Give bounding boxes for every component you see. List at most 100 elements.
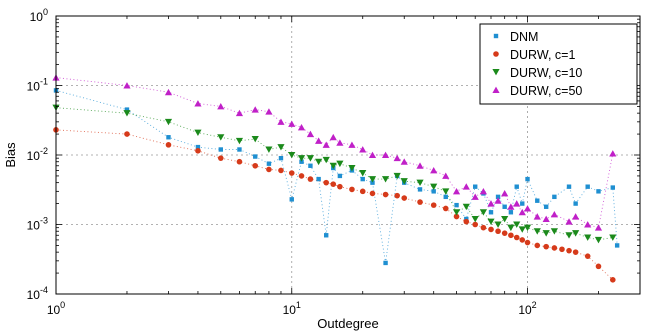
legend-box	[479, 23, 638, 105]
data-point	[609, 277, 616, 283]
data-point	[430, 167, 438, 174]
data-point	[348, 141, 356, 148]
y-axis-label: Bias	[3, 142, 18, 168]
data-point	[442, 205, 449, 212]
data-point	[252, 162, 259, 169]
data-point	[278, 155, 284, 161]
data-point	[543, 243, 549, 250]
data-point	[565, 232, 573, 239]
y-tick-label: 10-4	[27, 285, 48, 302]
data-point	[566, 184, 572, 189]
data-point	[454, 202, 459, 208]
data-point	[508, 210, 514, 215]
data-point	[235, 109, 244, 117]
data-point	[452, 209, 461, 216]
data-point	[289, 197, 294, 202]
data-point	[584, 221, 592, 228]
data-point	[514, 184, 519, 189]
data-point	[507, 203, 515, 210]
data-point	[519, 237, 526, 243]
data-point	[253, 154, 258, 159]
data-point	[501, 230, 508, 236]
data-point	[513, 234, 520, 241]
data-point	[297, 123, 306, 131]
data-point	[265, 146, 273, 153]
data-point	[609, 234, 617, 241]
data-point	[523, 224, 532, 232]
data-point	[236, 158, 243, 165]
data-point	[501, 215, 509, 223]
data-point	[288, 170, 295, 176]
data-point	[359, 188, 366, 195]
data-point	[370, 180, 375, 185]
data-point	[217, 103, 225, 110]
y-tick-label: 100	[30, 7, 48, 24]
data-point	[462, 183, 470, 190]
data-point	[479, 209, 488, 216]
data-point	[382, 191, 389, 198]
data-point	[166, 135, 171, 140]
data-marks	[52, 74, 620, 283]
data-point	[324, 233, 329, 238]
data-point	[523, 205, 532, 212]
data-point	[551, 245, 558, 251]
data-point	[164, 88, 173, 96]
axis-ticks: 100 101 102 10-4 10-3 10-2 10-1 100	[27, 7, 641, 317]
series-line-0	[55, 89, 618, 263]
data-point	[164, 118, 173, 126]
y-tick-label: 10-1	[27, 77, 48, 94]
data-point	[124, 107, 130, 112]
data-point	[251, 106, 259, 113]
data-point	[585, 184, 590, 189]
x-tick-label: 100	[47, 300, 65, 317]
data-point	[218, 147, 223, 152]
data-point	[369, 190, 376, 197]
data-point	[306, 155, 315, 162]
data-point	[610, 185, 615, 190]
data-point	[124, 131, 130, 137]
y-tick-label: 10-3	[27, 216, 48, 233]
data-point	[235, 137, 244, 145]
data-point	[237, 147, 242, 152]
data-point	[394, 192, 400, 199]
data-point	[349, 186, 355, 193]
data-point	[595, 263, 602, 270]
data-point	[508, 232, 514, 239]
data-point	[306, 130, 315, 138]
data-point	[609, 150, 617, 157]
x-tick-label: 101	[283, 300, 301, 317]
data-point	[565, 218, 573, 225]
data-point	[495, 228, 501, 235]
legend-marker	[492, 69, 500, 76]
data-point	[251, 135, 259, 143]
data-point	[572, 249, 579, 255]
data-point	[288, 152, 296, 159]
data-point	[348, 165, 356, 172]
data-point	[462, 203, 470, 211]
data-point	[329, 133, 337, 141]
x-axis-label: Outdegree	[317, 316, 378, 331]
data-point	[471, 193, 479, 200]
data-point	[487, 200, 495, 207]
legend-marker	[493, 33, 499, 39]
data-point	[336, 160, 344, 168]
data-point	[299, 159, 304, 164]
data-point	[473, 184, 478, 189]
data-point	[520, 201, 525, 206]
data-point	[494, 221, 502, 228]
data-point	[217, 155, 224, 161]
legend-label: DNM	[510, 30, 538, 44]
data-point	[502, 204, 507, 209]
data-point	[322, 141, 330, 148]
data-point	[123, 110, 131, 117]
data-point	[594, 236, 603, 244]
data-point	[401, 195, 408, 201]
y-tick-label: 10-2	[27, 146, 48, 163]
data-point	[266, 161, 272, 166]
data-point	[360, 176, 365, 182]
data-point	[417, 187, 423, 192]
data-point	[480, 224, 487, 231]
data-point	[534, 242, 541, 249]
legend-label: DURW, c=50	[510, 84, 582, 98]
